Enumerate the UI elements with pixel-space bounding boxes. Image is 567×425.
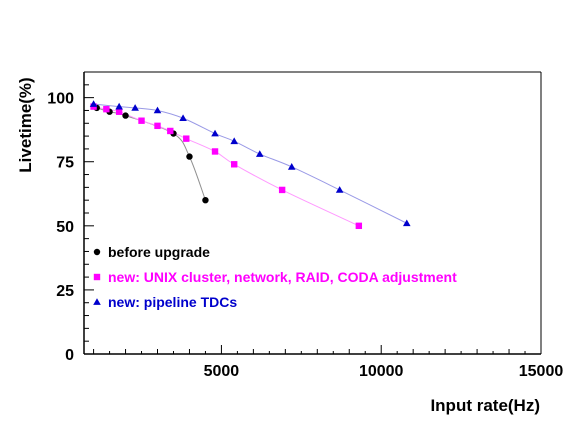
series-3-point	[402, 219, 411, 227]
series-3-point	[179, 114, 187, 121]
series-2-point	[167, 127, 174, 135]
legend: before upgrade new: UNIX cluster, network…	[93, 244, 457, 310]
legend-marker-1	[93, 248, 101, 256]
series-2-point	[355, 222, 363, 230]
series-2-point	[154, 122, 161, 130]
series-3-point	[131, 104, 139, 111]
x-axis-label: Input rate(Hz)	[430, 396, 540, 415]
series-3-point	[89, 100, 98, 107]
y-tick-label: 75	[56, 155, 74, 172]
legend-label-3: new: pipeline TDCs	[108, 294, 237, 310]
y-axis-label: Livetime(%)	[16, 77, 35, 172]
series-3-point	[153, 106, 162, 114]
series-2-point	[231, 161, 238, 168]
y-tick-label: 50	[56, 219, 74, 236]
x-tick-label: 15000	[519, 363, 564, 380]
y-tick-label: 0	[65, 347, 74, 364]
series-markers	[89, 100, 411, 230]
series-1-point	[202, 196, 209, 204]
series-3-point	[115, 102, 123, 110]
x-tick-label: 5000	[204, 363, 240, 380]
series-3-point	[230, 137, 239, 145]
legend-label-1: before upgrade	[108, 244, 210, 260]
legend-label-2: new: UNIX cluster, network, RAID, CODA a…	[108, 269, 457, 285]
series-3-point	[335, 186, 344, 193]
y-tick-label: 100	[47, 91, 74, 108]
series-2-point	[103, 105, 110, 113]
y-tick-label: 25	[56, 283, 74, 300]
series-3-point	[255, 150, 264, 157]
series-2-point	[278, 186, 286, 194]
series-2-point	[211, 148, 219, 155]
series-3-point	[287, 163, 296, 170]
legend-marker-2	[93, 273, 101, 281]
series-3-point	[211, 129, 219, 137]
series-2-point	[115, 108, 123, 115]
series-2-point	[138, 117, 145, 124]
series-2-point	[183, 135, 190, 142]
series-1-point	[122, 112, 129, 119]
series-2-curve	[93, 106, 360, 227]
axes-frame	[83, 71, 542, 355]
x-tick-label: 10000	[359, 363, 404, 380]
axis-ticks: 5000 10000 15000 0 25 50 75 100	[47, 84, 564, 380]
legend-marker-3	[93, 298, 101, 305]
series-1-point	[186, 153, 193, 160]
